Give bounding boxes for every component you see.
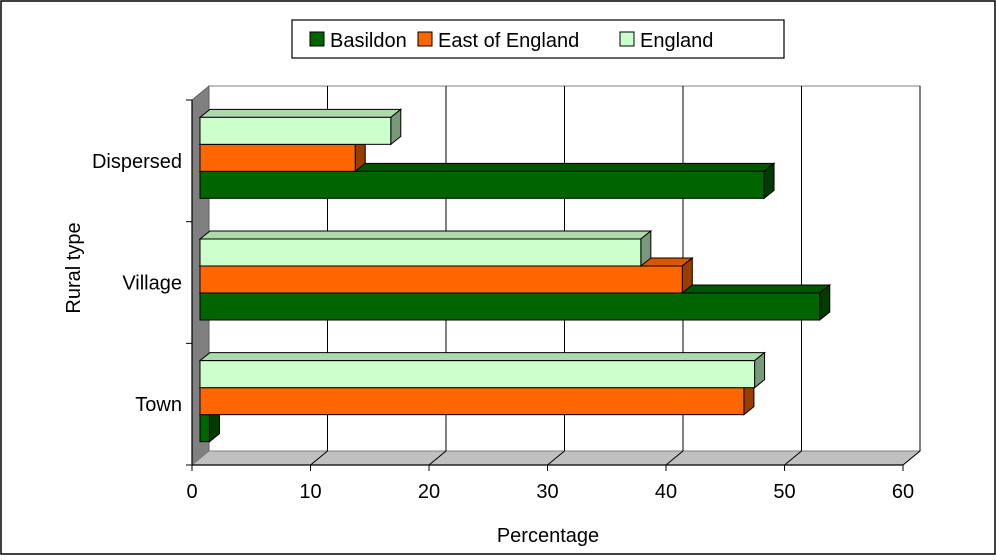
- x-tick-label: 10: [299, 481, 321, 503]
- bar-front: [199, 292, 821, 321]
- x-axis-label: Percentage: [497, 525, 599, 547]
- legend-swatch: [417, 31, 433, 47]
- bar-top: [198, 230, 653, 240]
- bars: [198, 108, 832, 443]
- bar-front: [199, 143, 356, 172]
- bar-top: [198, 108, 403, 118]
- bar-front: [199, 116, 392, 145]
- bar-front: [199, 414, 210, 443]
- legend-item-england: England: [619, 30, 713, 52]
- y-tick-labels: Town Village Dispersed: [92, 151, 182, 416]
- floor-grid-line: [310, 450, 328, 466]
- legend-swatch: [619, 31, 635, 47]
- floor-grid-line: [665, 450, 684, 466]
- legend: Basildon East of England England: [291, 19, 785, 59]
- bar-england-dispersed: [198, 108, 403, 146]
- bar-front: [199, 265, 683, 294]
- bar-front: [199, 170, 765, 199]
- x-tick-label: 30: [536, 481, 558, 503]
- bar-front: [199, 238, 642, 267]
- legend-item-basildon: Basildon: [309, 30, 407, 52]
- legend-swatch: [309, 31, 325, 47]
- x-tick-label: 20: [418, 481, 440, 503]
- x-tick-label: 40: [655, 481, 677, 503]
- y-tick-label: Dispersed: [92, 151, 182, 173]
- bar-front: [199, 360, 756, 389]
- bar-front: [199, 387, 745, 416]
- floor-grid-line: [547, 450, 565, 466]
- y-tick-label: Town: [135, 394, 182, 416]
- bar-england-village: [198, 229, 653, 268]
- bar-top: [198, 352, 767, 362]
- floor-grid-line: [428, 450, 447, 466]
- axes: [186, 99, 904, 471]
- floor-grid-line: [784, 450, 802, 466]
- x-tick-label: 60: [892, 481, 914, 503]
- legend-item-east-of-england: East of England: [417, 30, 579, 52]
- bar-england-town: [198, 351, 767, 389]
- x-tick-label: 50: [773, 481, 795, 503]
- legend-label: East of England: [438, 30, 579, 52]
- legend-label: England: [640, 30, 713, 52]
- legend-box: [291, 19, 785, 59]
- y-tick-label: Village: [122, 273, 182, 295]
- y-axis-label: Rural type: [63, 222, 85, 313]
- x-tick-labels: 0 10 20 30 40 50 60: [186, 481, 914, 503]
- floor-grid-line: [902, 450, 921, 466]
- legend-label: Basildon: [330, 30, 407, 52]
- x-tick-label: 0: [186, 481, 197, 503]
